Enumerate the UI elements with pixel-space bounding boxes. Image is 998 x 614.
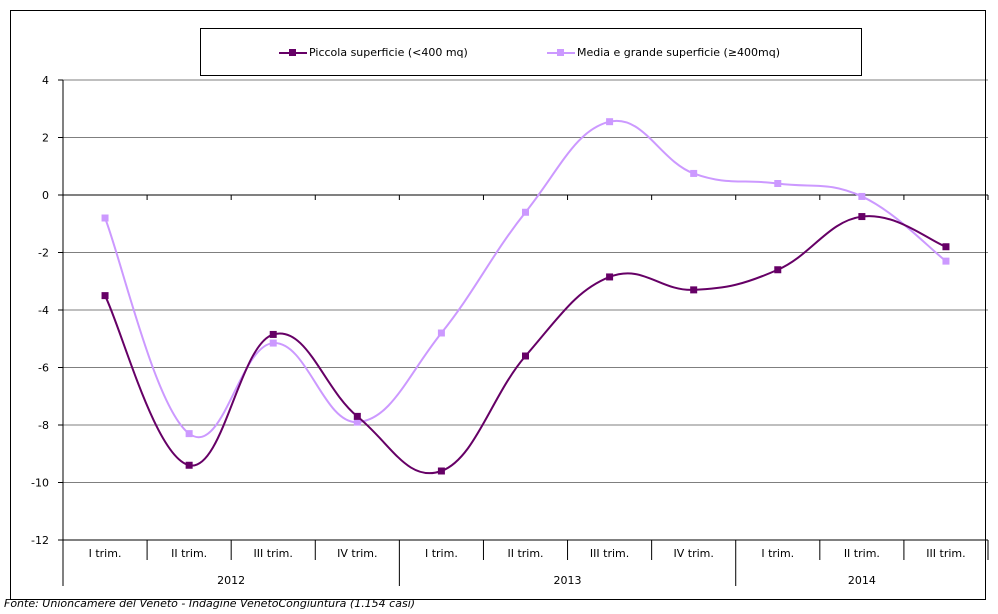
legend-item-media: Media e grande superficie (≥400mq): [547, 46, 780, 59]
legend-label-media: Media e grande superficie (≥400mq): [577, 46, 781, 59]
legend-label-piccola: Piccola superficie (<400 mq): [309, 46, 468, 59]
legend-marker-piccola: [279, 48, 307, 58]
chart-legend: Piccola superficie (<400 mq) Media e gra…: [200, 28, 862, 76]
chart-area: [10, 10, 986, 600]
legend-marker-media: [547, 48, 575, 58]
source-note: Fonte: Unioncamere del Veneto - Indagine…: [4, 597, 416, 610]
legend-item-piccola: Piccola superficie (<400 mq): [279, 46, 468, 59]
